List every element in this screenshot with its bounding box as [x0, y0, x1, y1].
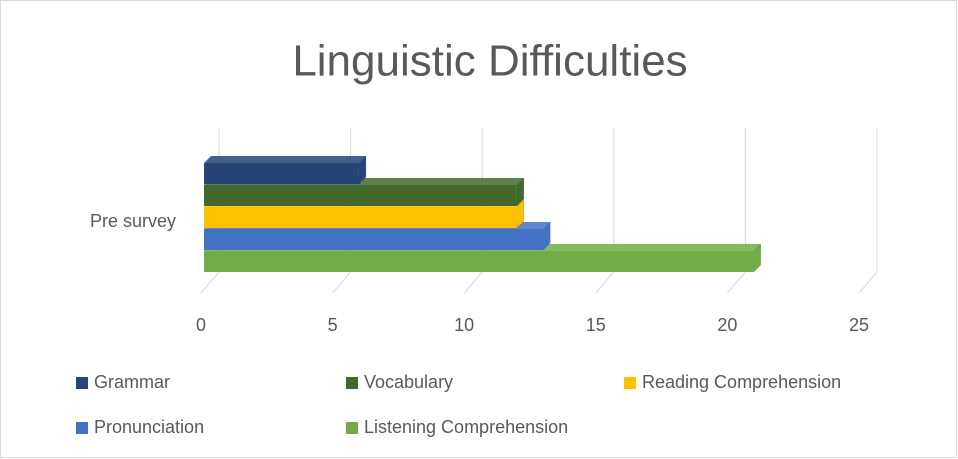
floor-grid-line	[727, 271, 746, 294]
legend-swatch	[76, 422, 88, 434]
bar	[204, 163, 359, 184]
x-tick-label: 10	[454, 315, 474, 335]
x-tick-label: 25	[849, 315, 869, 335]
x-tick-label: 20	[717, 315, 737, 335]
floor-grid-line	[463, 271, 483, 294]
bar-side	[358, 155, 367, 185]
bar	[204, 251, 754, 272]
bar	[204, 207, 517, 228]
floor-grid-line	[332, 271, 351, 294]
legend-swatch	[346, 377, 358, 389]
bar-side	[516, 199, 525, 229]
legend-swatch	[624, 377, 636, 389]
legend-label: Vocabulary	[364, 372, 453, 392]
legend-swatch	[346, 422, 358, 434]
floor-grid-line	[200, 271, 220, 294]
chart-title: Linguistic Difficulties	[292, 37, 687, 86]
bar-top	[204, 156, 366, 163]
legend-label: Reading Comprehension	[642, 372, 841, 392]
x-tick-label: 5	[328, 315, 338, 335]
x-tick-label: 0	[196, 315, 206, 335]
bar	[204, 185, 517, 206]
bar-side	[516, 177, 525, 207]
legend-label: Listening Comprehension	[364, 417, 568, 437]
bar	[204, 229, 544, 250]
legend-label: Grammar	[94, 372, 170, 392]
x-tick-label: 15	[586, 315, 606, 335]
y-tick-label: Pre survey	[90, 211, 176, 231]
floor-grid-line	[595, 271, 615, 294]
legend-swatch	[76, 377, 88, 389]
floor-grid-line	[858, 271, 878, 294]
legend-label: Pronunciation	[94, 417, 204, 437]
